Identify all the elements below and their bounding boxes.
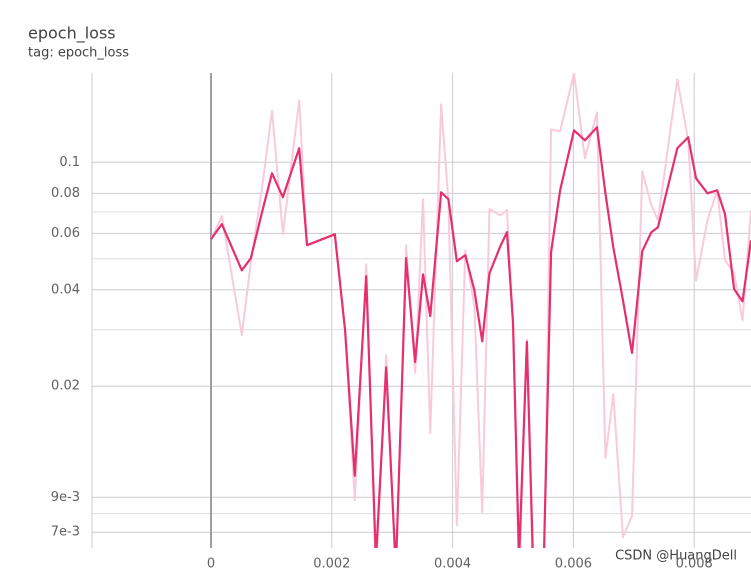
series-line bbox=[210, 126, 751, 548]
x-tick-label: 0.004 bbox=[434, 557, 471, 572]
chart-title: epoch_loss bbox=[28, 24, 116, 44]
y-tick-label: 0.08 bbox=[51, 186, 80, 201]
y-tick-label: 0.1 bbox=[59, 155, 80, 170]
watermark: CSDN @HuangDell bbox=[615, 549, 737, 564]
y-tick-label: 9e-3 bbox=[51, 490, 80, 505]
chart-subtitle: tag: epoch_loss bbox=[28, 46, 129, 61]
y-tick-label: 0.06 bbox=[51, 226, 80, 241]
y-tick-label: 7e-3 bbox=[51, 525, 80, 540]
series-line bbox=[210, 73, 751, 548]
x-tick-label: 0.006 bbox=[555, 557, 592, 572]
x-tick-label: 0.002 bbox=[313, 557, 350, 572]
x-tick-label: 0 bbox=[207, 557, 215, 572]
x-tick-label: 0.008 bbox=[676, 557, 713, 572]
y-tick-label: 0.04 bbox=[51, 282, 80, 297]
y-tick-label: 0.02 bbox=[51, 379, 80, 394]
